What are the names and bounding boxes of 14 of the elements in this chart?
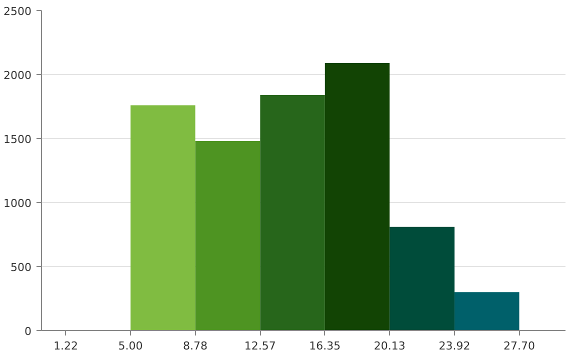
x-tick-label: 12.57 [244, 340, 276, 352]
x-tick-label: 20.13 [374, 340, 406, 352]
x-tick-label: 5.00 [118, 340, 143, 352]
y-tick-label: 0 [24, 325, 32, 338]
y-tick-label: 2000 [4, 69, 32, 82]
x-tick-label: 27.70 [504, 340, 536, 352]
x-tick-label: 16.35 [309, 340, 341, 352]
x-tick-label: 23.92 [438, 340, 470, 352]
x-tick-label: 1.22 [54, 340, 78, 352]
y-tick-label: 2500 [4, 5, 32, 18]
y-tick-label: 1000 [4, 197, 32, 210]
y-tick-label: 500 [10, 261, 32, 274]
x-tick-label: 8.78 [183, 340, 208, 352]
y-tick-label: 1500 [4, 133, 32, 146]
